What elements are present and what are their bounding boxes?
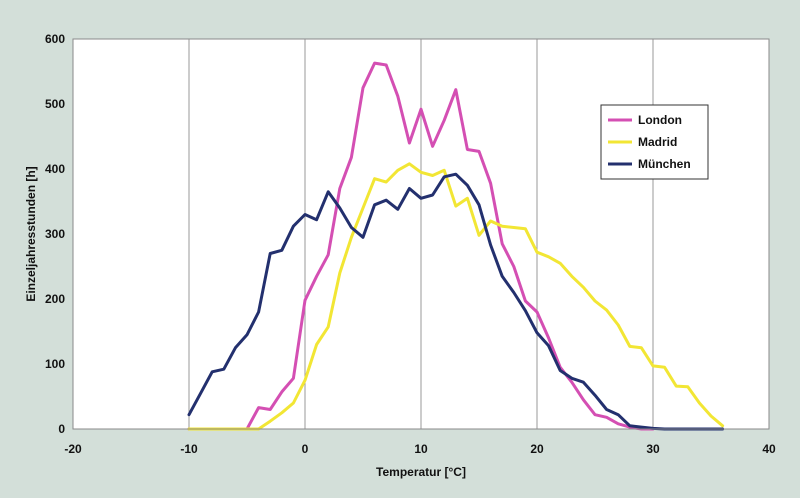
x-tick-labels: -20 -10 0 10 20 30 40 bbox=[64, 442, 776, 456]
series-line-1 bbox=[187, 162, 725, 431]
y-tick-label: 400 bbox=[45, 162, 65, 176]
x-axis-title: Temperatur [°C] bbox=[376, 465, 466, 479]
plot-border bbox=[72, 38, 770, 430]
y-tick-label: 100 bbox=[45, 357, 65, 371]
y-tick-labels: 0 100 200 300 400 500 600 bbox=[45, 32, 65, 436]
series-line-2 bbox=[187, 172, 725, 431]
legend-label-muenchen: München bbox=[638, 157, 691, 171]
y-axis-title: Einzeljahresstunden [h] bbox=[24, 166, 38, 301]
x-tick-label: 0 bbox=[302, 442, 309, 456]
y-tick-label: 600 bbox=[45, 32, 65, 46]
y-tick-label: 200 bbox=[45, 292, 65, 306]
y-tick-label: 300 bbox=[45, 227, 65, 241]
x-tick-label: 20 bbox=[530, 442, 544, 456]
y-tick-label: 0 bbox=[58, 422, 65, 436]
x-tick-label: -20 bbox=[64, 442, 82, 456]
gridlines bbox=[188, 39, 654, 429]
y-tick-label: 500 bbox=[45, 97, 65, 111]
series-line-0 bbox=[187, 61, 655, 431]
x-tick-label: 30 bbox=[646, 442, 660, 456]
x-tick-label: 10 bbox=[414, 442, 428, 456]
legend-label-madrid: Madrid bbox=[638, 135, 677, 149]
x-tick-label: 40 bbox=[762, 442, 776, 456]
series-lines bbox=[187, 61, 725, 431]
legend: London Madrid München bbox=[600, 104, 709, 180]
x-tick-label: -10 bbox=[180, 442, 198, 456]
legend-label-london: London bbox=[638, 113, 682, 127]
